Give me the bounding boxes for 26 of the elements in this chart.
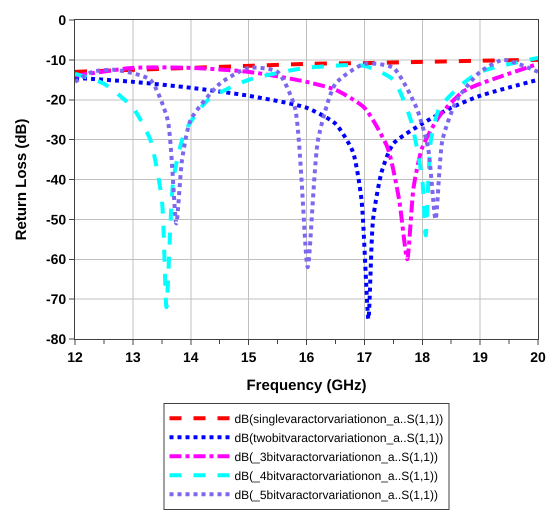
- legend-label: dB(_4bitvaractorvariationon_a..S(1,1)): [234, 468, 438, 483]
- legend-label: dB(_5bitvaractorvariationon_a..S(1,1)): [234, 488, 438, 502]
- legend-label: dB(twobitvaractorvariationon_a..S(1,1)): [234, 430, 444, 445]
- x-tick-label: 15: [240, 348, 257, 365]
- y-tick-label: -40: [46, 171, 66, 188]
- line-series: [75, 58, 538, 74]
- y-tick-label: -10: [46, 52, 66, 68]
- legend-label: dB(_3bitvaractorvariationon_a..S(1,1)): [234, 450, 438, 464]
- x-axis-title: Frequency (GHz): [246, 376, 367, 394]
- x-tick-label: 12: [67, 348, 83, 365]
- x-tick-label: 17: [356, 348, 372, 365]
- y-tick-label: -80: [46, 330, 66, 347]
- x-tick-label: 19: [472, 348, 488, 365]
- y-axis-title: Return Loss (dB): [13, 118, 30, 240]
- y-tick-label: -60: [46, 251, 66, 268]
- y-tick-label: -30: [46, 132, 66, 148]
- legend-label: dB(singlevaractorvariationon_a..S(1,1)): [234, 412, 444, 426]
- x-tick-label: 16: [298, 348, 314, 365]
- y-tick-label: 0: [58, 12, 66, 28]
- x-tick-label: 13: [125, 348, 141, 365]
- x-tick-label: 14: [182, 348, 199, 365]
- x-tick-label: 20: [530, 348, 546, 365]
- y-tick-label: -50: [46, 211, 66, 228]
- x-tick-label: 18: [414, 348, 430, 365]
- y-tick-label: -20: [46, 92, 66, 108]
- y-tick-label: -70: [46, 291, 66, 308]
